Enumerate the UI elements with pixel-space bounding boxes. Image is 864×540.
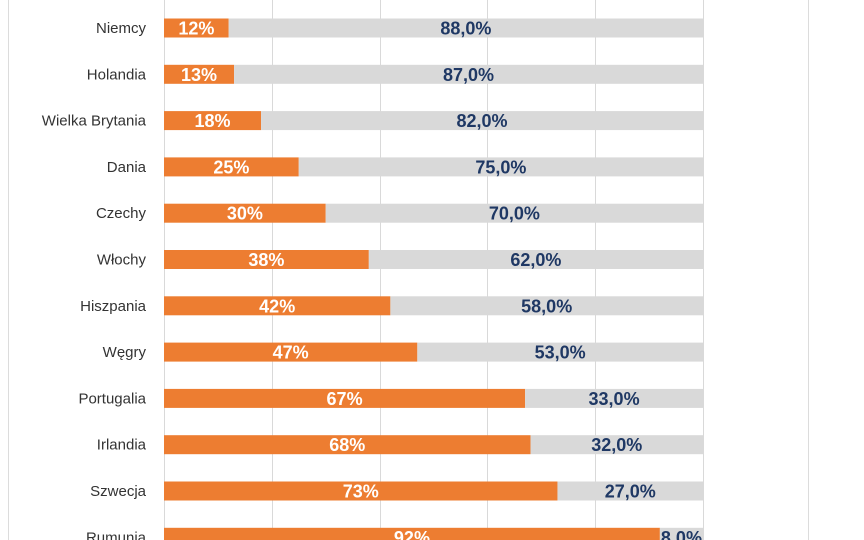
category-label: Wielka Brytania (42, 113, 147, 130)
bar-segment-remainder (530, 435, 703, 455)
data-label-primary: 47% (273, 343, 309, 363)
bar-segment-remainder (261, 111, 703, 131)
category-label: Irlandia (97, 437, 147, 454)
bar-segment-remainder (234, 64, 703, 84)
bar-segment-primary (164, 388, 526, 408)
bar-segment-primary (164, 527, 660, 540)
bar-segment-remainder (557, 481, 703, 501)
category-label: Holandia (87, 66, 147, 83)
bar-segment-primary (164, 296, 391, 316)
data-label-primary: 92% (394, 528, 430, 540)
bar-segment-remainder (659, 527, 703, 540)
category-label: Portugalia (78, 390, 146, 407)
data-label-remainder: 87,0% (443, 65, 494, 85)
bar-segment-primary (164, 435, 531, 455)
bar-segment-primary (164, 157, 299, 177)
data-label-primary: 25% (213, 157, 249, 177)
bar-segment-primary (164, 342, 418, 362)
sheet-gridline (8, 0, 9, 540)
category-label: Szwecja (90, 483, 147, 500)
bar-segment-remainder (525, 388, 703, 408)
category-label: Dania (107, 159, 147, 176)
category-label: Rumunia (86, 529, 147, 540)
data-label-remainder: 58,0% (521, 296, 572, 316)
category-labels: Niemcy Holandia Wielka Brytania Dania Czechy… (42, 20, 147, 540)
bar-segment-remainder (298, 157, 703, 177)
bar-segment-primary (164, 18, 229, 38)
data-label-primary: 73% (343, 482, 379, 502)
category-label: Niemcy (96, 20, 147, 37)
data-label-remainder: 33,0% (589, 389, 640, 409)
category-label: Włochy (97, 252, 147, 269)
data-label-remainder: 88,0% (440, 19, 491, 39)
data-label-remainder: 62,0% (510, 250, 561, 270)
bar-segment-remainder (417, 342, 703, 362)
data-label-remainder: 70,0% (489, 204, 540, 224)
data-label-remainder: 27,0% (605, 482, 656, 502)
bar-segment-remainder (390, 296, 703, 316)
bar-segment-remainder (368, 250, 703, 269)
bar-segment-remainder (325, 203, 703, 223)
data-label-primary: 38% (248, 250, 284, 270)
bar-segment-remainder (228, 18, 703, 38)
data-label-primary: 67% (327, 389, 363, 409)
data-label-remainder: 82,0% (456, 111, 507, 131)
data-label-remainder: 8,0% (661, 528, 702, 540)
data-label-primary: 12% (178, 19, 214, 39)
category-label: Hiszpania (80, 298, 147, 315)
bar-segment-primary (164, 111, 262, 131)
category-label: Czechy (96, 205, 147, 222)
data-label-remainder: 32,0% (591, 435, 642, 455)
data-label-primary: 18% (194, 111, 230, 131)
value-labels: 12% 88,0% 13% 87,0% 18% 82,0% 25% 75,0% 30% 70,0%… (178, 19, 702, 540)
data-label-remainder: 53,0% (535, 343, 586, 363)
sheet-gridline (808, 0, 809, 540)
bars (164, 18, 703, 540)
data-label-remainder: 75,0% (475, 157, 526, 177)
bar-segment-primary (164, 481, 558, 501)
data-label-primary: 42% (259, 296, 295, 316)
data-label-primary: 68% (329, 435, 365, 455)
bar-segment-primary (164, 250, 369, 269)
bar-segment-primary (164, 203, 326, 223)
bar-segment-primary (164, 64, 235, 84)
data-label-primary: 13% (181, 65, 217, 85)
data-label-primary: 30% (227, 204, 263, 224)
category-label: Węgry (103, 344, 147, 361)
